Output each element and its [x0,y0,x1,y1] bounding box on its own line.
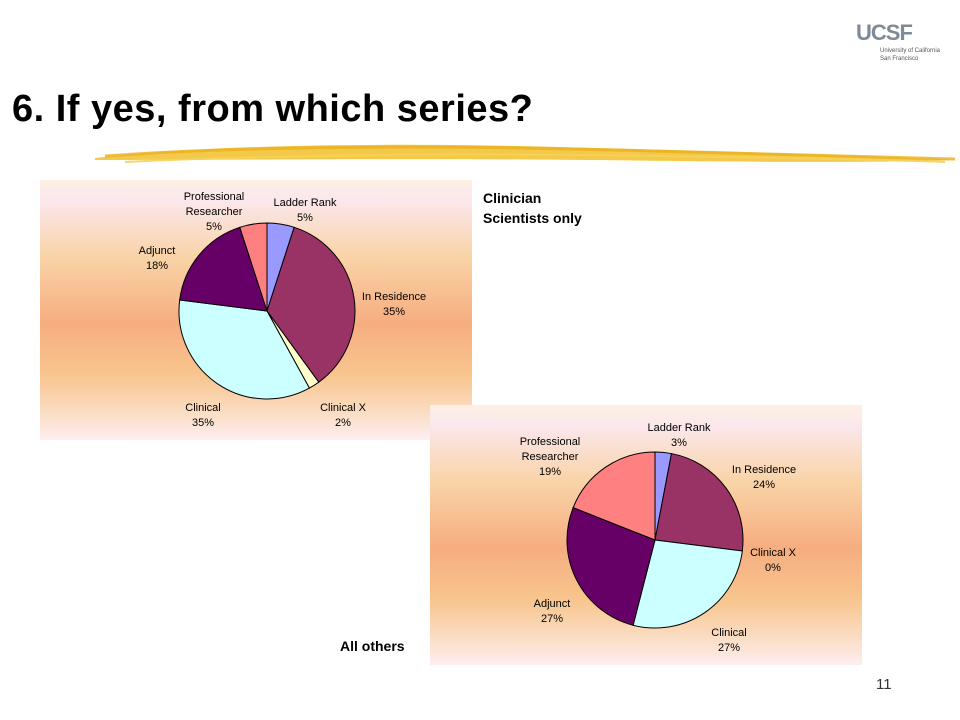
slice-percent-adjunct: 27% [541,613,563,625]
slice-percent-clinical: 35% [192,417,214,429]
title-underline [95,144,960,163]
pie-chart-clinician-scientists: Ladder Rank 5% In Residence 35% Clinical X 2%… [139,191,426,429]
pie-slice-clinical [632,539,743,629]
slice-label-professional-researcher: Professional Researcher 19% [520,436,581,478]
logo-line-1: University of California [880,48,941,54]
chart-panel-clinician-scientists: Ladder Rank 5% In Residence 35% Clinical X 2%… [40,180,472,440]
pie-slice-group-clinical-x: Clinical X 0% [750,547,797,574]
slice-name-professional-researcher: Professional [184,191,245,203]
slice-label-ladder-rank: Ladder Rank 5% [274,197,337,224]
slice-name-adjunct: Adjunct [139,245,176,257]
slice-label-in-residence: In Residence 35% [362,291,426,318]
slice-percent-clinical-x: 0% [765,562,781,574]
slice-label-professional-researcher: Professional Researcher 5% [184,191,245,233]
slice-name-in-residence: In Residence [362,291,426,303]
logo-mark: UCSF [856,20,913,45]
slice-name-clinical-x: Clinical X [750,547,797,559]
pie-slice-group-in-residence: In Residence 24% [654,452,796,552]
pie-slice-group-adjunct: Adjunct 27% [534,506,656,626]
slice-name-adjunct: Adjunct [534,598,571,610]
slice-name-ladder-rank: Ladder Rank [648,422,711,434]
pie-slice-group-in-residence: In Residence 35% [266,226,426,383]
slice-name-professional-researcher: Researcher [186,206,243,218]
caption-line-2: Scientists only [483,210,582,226]
slice-percent-in-residence: 35% [383,306,405,318]
pie-slice-group-professional-researcher: Professional Researcher 19% [520,436,656,541]
pie-slice-professional-researcher [572,451,656,541]
pie-slice-professional-researcher [239,222,268,312]
slice-percent-professional-researcher: 19% [539,466,561,478]
slice-label-adjunct: Adjunct 18% [139,245,176,272]
ucsf-logo: UCSF University of California San Franci… [856,20,946,70]
caption-line-1: Clinician [483,190,542,206]
pie-slice-group-adjunct: Adjunct 18% [139,226,268,312]
pie-slice-group-professional-researcher: Professional Researcher 5% [184,191,268,312]
slice-name-professional-researcher: Researcher [522,451,579,463]
slice-label-adjunct: Adjunct 27% [534,598,571,625]
slice-percent-ladder-rank: 5% [297,212,313,224]
slice-label-ladder-rank: Ladder Rank 3% [648,422,711,449]
slice-label-clinical-x: Clinical X 2% [320,402,367,429]
pie-slice-adjunct [566,506,656,626]
slice-name-in-residence: In Residence [732,464,796,476]
pie-slice-in-residence [266,226,356,383]
slice-percent-adjunct: 18% [146,260,168,272]
logo-line-2: San Francisco [880,56,919,62]
slice-percent-ladder-rank: 3% [671,437,687,449]
slide-title: 6. If yes, from which series? [12,88,534,130]
slice-name-ladder-rank: Ladder Rank [274,197,337,209]
pie-slice-clinical [178,299,311,400]
page-number: 11 [876,676,892,693]
slice-name-clinical-x: Clinical X [320,402,367,414]
chart-panel-all-others: Ladder Rank 3% In Residence 24% Clinical X 0%… [430,405,862,665]
slice-percent-clinical-x: 2% [335,417,351,429]
slice-name-clinical: Clinical [711,627,746,639]
slice-name-clinical: Clinical [185,402,220,414]
slice-percent-in-residence: 24% [753,479,775,491]
pie-slice-in-residence [654,452,744,552]
pie-slice-group-clinical: Clinical 35% [178,299,311,429]
slice-name-professional-researcher: Professional [520,436,581,448]
slice-label-clinical: Clinical 35% [185,402,220,429]
slice-percent-professional-researcher: 5% [206,221,222,233]
slice-label-in-residence: In Residence 24% [732,464,796,491]
pie-slice-group-clinical-x: Clinical X 2% [266,310,367,429]
slice-percent-clinical: 27% [718,642,740,654]
pie-slice-group-clinical: Clinical 27% [632,539,747,654]
chart-caption-all-others: All others [340,638,405,654]
pie-slice-adjunct [179,226,268,312]
slice-label-clinical-x: Clinical X 0% [750,547,797,574]
chart-caption-clinician-scientists: Clinician Scientists only [483,188,582,228]
slice-label-clinical: Clinical 27% [711,627,746,654]
pie-chart-all-others: Ladder Rank 3% In Residence 24% Clinical X 0%… [520,422,797,654]
